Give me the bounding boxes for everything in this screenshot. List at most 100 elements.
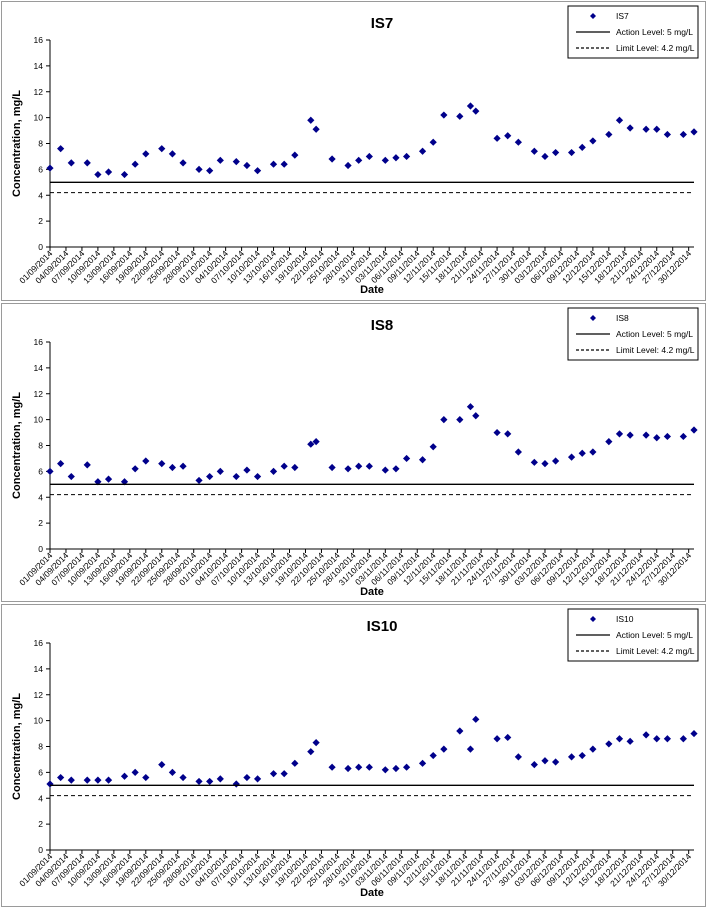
data-point — [493, 134, 501, 142]
legend-label: Action Level: 5 mg/L — [616, 630, 693, 640]
data-point — [402, 763, 411, 771]
data-point — [440, 111, 448, 119]
data-point — [179, 159, 187, 167]
y-tick-label: 12 — [34, 690, 44, 700]
data-point — [269, 467, 278, 475]
data-point — [291, 151, 299, 159]
data-point — [57, 460, 65, 468]
legend-label: Limit Level: 4.2 mg/L — [616, 646, 695, 656]
data-point — [541, 152, 549, 161]
y-tick-label: 12 — [34, 87, 44, 97]
data-point — [307, 748, 315, 756]
data-point — [679, 735, 687, 743]
data-point — [104, 776, 113, 784]
data-point — [206, 777, 214, 786]
data-point — [381, 766, 389, 774]
data-point — [690, 426, 698, 434]
data-point — [67, 159, 75, 167]
data-point — [83, 461, 91, 469]
data-point — [216, 467, 224, 475]
chart-panel-is8: IS8 Concentration, mg/L 0 2 4 6 8 10 12 14 16 01/09… — [1, 303, 706, 602]
y-tick-label: 8 — [38, 139, 43, 149]
data-point — [605, 438, 613, 446]
data-point — [280, 770, 288, 778]
chart-title: IS10 — [367, 618, 398, 635]
data-point — [179, 773, 187, 782]
data-point — [344, 764, 352, 773]
legend-label: IS8 — [616, 313, 629, 323]
data-point — [615, 430, 624, 438]
data-point — [504, 733, 512, 742]
data-point — [206, 167, 214, 175]
data-point — [253, 775, 262, 783]
data-point — [344, 465, 352, 473]
data-point — [418, 759, 427, 767]
data-point — [541, 460, 549, 468]
data-point — [328, 155, 336, 163]
data-point — [131, 160, 139, 168]
data-point — [168, 768, 177, 776]
data-point — [493, 735, 501, 743]
legend-marker-swatch — [590, 13, 596, 19]
data-point — [578, 751, 586, 760]
data-point — [392, 154, 400, 162]
data-point — [291, 463, 299, 472]
data-point — [589, 448, 597, 456]
data-point — [104, 168, 113, 176]
data-point — [456, 112, 464, 120]
data-point — [605, 740, 613, 748]
data-point — [615, 116, 624, 124]
data-point — [589, 745, 597, 753]
legend-label: Limit Level: 4.2 mg/L — [616, 43, 695, 53]
data-point — [690, 729, 698, 738]
data-point — [690, 128, 698, 136]
legend: IS8 Action Level: 5 mg/L Limit Level: 4.2 … — [567, 307, 699, 361]
data-point — [195, 165, 203, 173]
data-point — [663, 432, 671, 441]
data-point — [67, 776, 75, 784]
data-point — [530, 761, 538, 769]
data-point — [663, 130, 671, 139]
data-point — [120, 772, 129, 780]
data-point — [328, 763, 336, 771]
data-point — [312, 125, 320, 133]
data-point — [514, 138, 522, 146]
data-point — [530, 458, 538, 466]
y-tick-label: 14 — [34, 61, 44, 71]
x-axis-label: Date — [360, 586, 384, 598]
data-point — [642, 125, 650, 133]
data-point — [168, 463, 177, 472]
y-tick-label: 8 — [38, 742, 43, 752]
data-point — [365, 763, 373, 771]
y-tick-label: 16 — [34, 638, 44, 648]
data-point — [493, 428, 501, 437]
data-point — [402, 454, 411, 463]
legend-label: IS10 — [616, 614, 634, 624]
y-tick-label: 8 — [38, 441, 43, 451]
chart-title: IS8 — [371, 317, 394, 334]
data-point — [642, 731, 650, 739]
data-point — [615, 735, 624, 743]
data-point — [142, 150, 150, 158]
data-point — [514, 448, 522, 456]
data-point — [365, 152, 373, 161]
data-point — [243, 466, 251, 474]
y-tick-label: 14 — [34, 664, 44, 674]
data-point — [552, 758, 560, 766]
data-point — [232, 158, 240, 166]
legend-marker-swatch — [590, 315, 596, 321]
x-axis-label: Date — [360, 887, 384, 899]
data-point — [679, 432, 687, 441]
data-point — [168, 150, 177, 158]
data-point — [142, 457, 150, 465]
data-point — [131, 768, 139, 776]
data-point — [514, 753, 522, 761]
y-axis-label: Concentration, mg/L — [11, 392, 23, 499]
data-point — [567, 753, 576, 761]
chart-panel-is7: IS7 Concentration, mg/L 0 2 4 6 8 10 12 14 16 01/09… — [1, 1, 706, 301]
y-tick-label: 0 — [38, 242, 43, 252]
legend: IS7 Action Level: 5 mg/L Limit Level: 4.2 … — [567, 5, 699, 59]
chart-title: IS7 — [371, 15, 394, 32]
